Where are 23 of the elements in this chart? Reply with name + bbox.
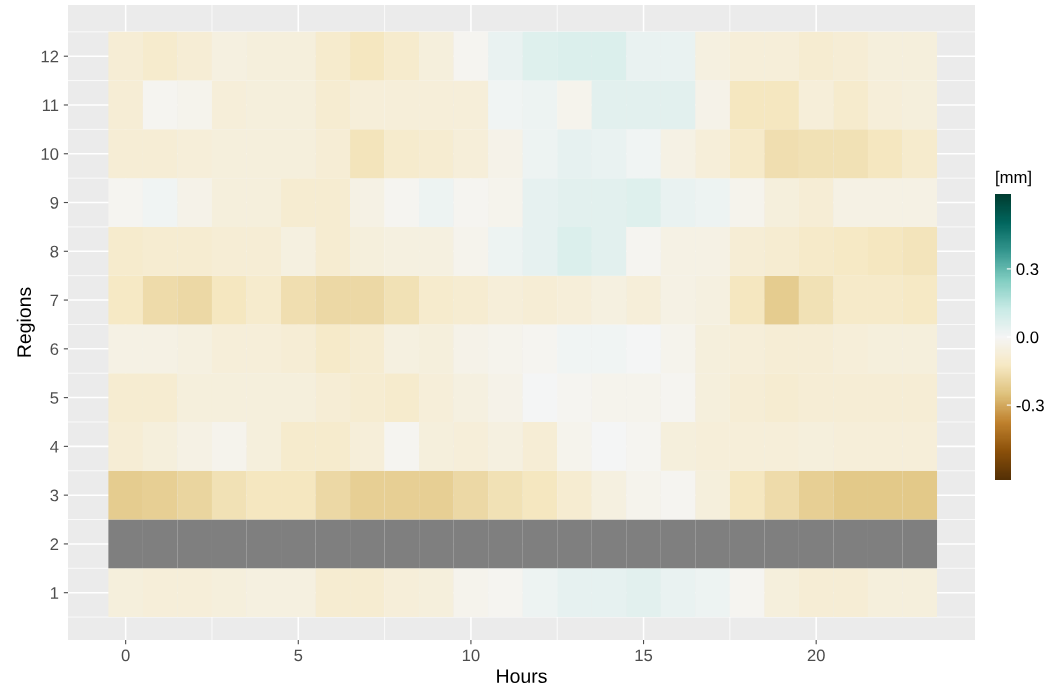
y-axis-title: Regions [16, 287, 35, 357]
x-tick-label: 10 [462, 649, 480, 662]
x-tick-label: 20 [807, 649, 825, 662]
y-tick-label: 8 [50, 245, 59, 258]
y-tick-label: 11 [42, 99, 59, 112]
y-tick-label: 1 [50, 587, 59, 599]
x-tick-label: 5 [294, 649, 303, 662]
color-bar-label: -0.3 [1016, 399, 1044, 412]
y-tick-label: 9 [50, 196, 59, 209]
y-tick-label: 3 [50, 489, 59, 502]
y-tick-label: 6 [50, 343, 59, 356]
y-tick-label: 12 [41, 50, 59, 63]
x-axis-title: Hours [497, 669, 547, 684]
x-tick-label: 15 [635, 649, 653, 662]
y-tick-label: 10 [41, 148, 59, 160]
y-tick-label: 7 [50, 294, 59, 307]
y-tick-label: 2 [50, 538, 59, 550]
y-tick-label: 4 [50, 440, 59, 453]
color-bar-title: [mm] [996, 170, 1031, 187]
x-tick-label: 0 [121, 649, 130, 662]
y-tick-label: 5 [50, 392, 59, 404]
color-bar-label: 0.0 [1016, 331, 1039, 344]
color-bar-label: 0.3 [1016, 263, 1039, 276]
